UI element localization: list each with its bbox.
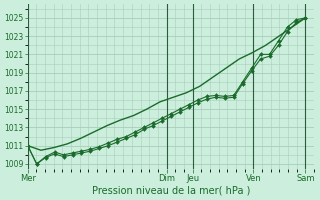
X-axis label: Pression niveau de la mer( hPa ): Pression niveau de la mer( hPa ) [92, 186, 250, 196]
